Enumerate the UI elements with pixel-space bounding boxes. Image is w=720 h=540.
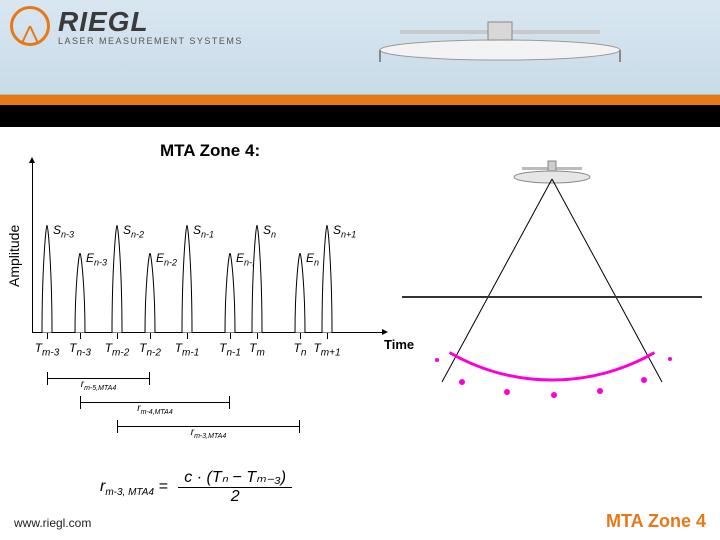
logo-mark-icon [10, 6, 50, 46]
pulse-label: Sn-1 [193, 223, 214, 239]
pulse-label: En-2 [156, 251, 177, 267]
range-bracket: rm-5,MTA4 [47, 367, 150, 389]
accent-bar [0, 95, 720, 105]
tick-label: Tn-2 [139, 341, 161, 358]
time-tick [257, 333, 258, 339]
pulse-label: Sn [263, 223, 276, 239]
echo-pulse [144, 253, 156, 333]
time-tick [327, 333, 328, 339]
brand-logo: RIEGL LASER MEASUREMENT SYSTEMS [10, 6, 243, 46]
aircraft-illustration [340, 10, 660, 80]
footer-url: www.riegl.com [14, 516, 91, 530]
time-tick [47, 333, 48, 339]
y-axis-label: Amplitude [6, 225, 22, 287]
black-bar [0, 105, 720, 127]
brand-name: RIEGL [58, 6, 243, 38]
slide-title: MTA Zone 4: [160, 141, 260, 161]
tick-label: Tn [294, 341, 307, 358]
pulse-label: Sn-2 [123, 223, 144, 239]
slide-content: MTA Zone 4: Amplitude Sn-3 En-3 Sn-2 En-2 Sn… [0, 127, 720, 540]
pulse-label: Sn-3 [53, 223, 74, 239]
header-banner: RIEGL LASER MEASUREMENT SYSTEMS [0, 0, 720, 95]
emitted-pulse [111, 225, 123, 333]
echo-pulse [294, 253, 306, 333]
range-bracket: rm-4,MTA4 [80, 391, 230, 413]
tick-label: Tm-3 [35, 341, 60, 358]
range-brackets: rm-5,MTA4rm-4,MTA4rm-3,MTA4 [22, 367, 382, 457]
emitted-pulse [321, 225, 333, 333]
pulse-chart: Sn-3En-3Sn-2En-2Sn-1En-1SnEnSn+1 [32, 163, 382, 333]
range-bracket: rm-3,MTA4 [117, 415, 300, 437]
tick-label: Tm-1 [175, 341, 200, 358]
range-formula: rm-3, MTA4 = c · (Tₙ − Tₘ₋₃) 2 [100, 467, 292, 506]
brand-tagline: LASER MEASUREMENT SYSTEMS [58, 36, 243, 46]
time-tick [230, 333, 231, 339]
time-tick [300, 333, 301, 339]
scan-point [504, 389, 510, 395]
emitted-pulse [251, 225, 263, 333]
scan-point [597, 388, 603, 394]
scan-point [459, 379, 465, 385]
time-tick [150, 333, 151, 339]
pulse-label: Sn+1 [333, 223, 356, 239]
pulse-label: En-3 [86, 251, 107, 267]
scan-point [641, 377, 647, 383]
scan-point [668, 357, 672, 361]
pulse-label: En [306, 251, 319, 267]
time-tick [117, 333, 118, 339]
scan-point [551, 392, 557, 398]
tick-label: Tn-3 [69, 341, 91, 358]
tick-label: Tm-2 [105, 341, 130, 358]
echo-pulse [224, 253, 236, 333]
tick-label: Tn-1 [219, 341, 241, 358]
scan-geometry-illustration [402, 157, 702, 417]
tick-label: Tm [249, 341, 265, 358]
scan-point [435, 358, 439, 362]
emitted-pulse [181, 225, 193, 333]
y-axis [32, 163, 33, 333]
echo-pulse [74, 253, 86, 333]
emitted-pulse [41, 225, 53, 333]
time-tick [80, 333, 81, 339]
footer-title: MTA Zone 4 [606, 511, 706, 532]
time-tick [187, 333, 188, 339]
tick-label: Tm+1 [313, 341, 340, 358]
